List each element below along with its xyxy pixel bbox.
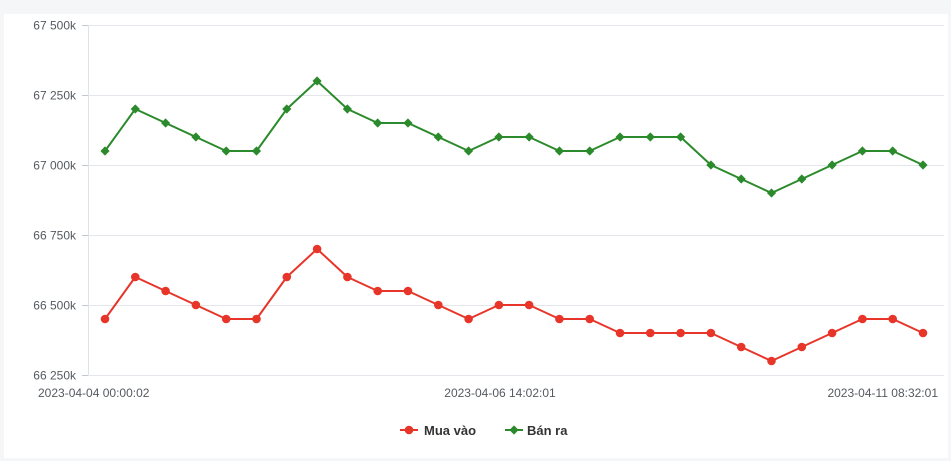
data-point-mua-vao[interactable] <box>434 300 443 310</box>
data-point-mua-vao[interactable] <box>646 328 655 338</box>
data-point-mua-vao[interactable] <box>767 356 776 366</box>
data-point-ban-ra[interactable] <box>130 104 140 114</box>
data-point-ban-ra[interactable] <box>524 132 534 142</box>
data-point-mua-vao[interactable] <box>676 328 685 338</box>
legend-diamond-marker-icon <box>509 425 519 435</box>
data-point-mua-vao[interactable] <box>524 300 534 310</box>
data-point-ban-ra[interactable] <box>645 132 655 142</box>
x-tick-label: 2023-04-04 00:00:02 <box>38 386 150 400</box>
series-layer <box>100 76 928 366</box>
y-tick-label: 66 750k <box>33 229 77 243</box>
data-point-mua-vao[interactable] <box>858 314 867 324</box>
data-point-ban-ra[interactable] <box>433 132 443 142</box>
data-point-ban-ra[interactable] <box>857 146 868 156</box>
data-point-mua-vao[interactable] <box>918 328 928 338</box>
y-tick-label: 67 500k <box>33 19 77 33</box>
data-point-mua-vao[interactable] <box>312 244 322 254</box>
data-point-ban-ra[interactable] <box>676 132 686 142</box>
data-point-ban-ra[interactable] <box>827 160 837 170</box>
data-point-ban-ra[interactable] <box>706 160 716 170</box>
data-point-mua-vao[interactable] <box>343 272 352 282</box>
data-point-mua-vao[interactable] <box>555 314 564 324</box>
data-point-mua-vao[interactable] <box>252 314 261 324</box>
data-point-mua-vao[interactable] <box>100 314 110 324</box>
data-point-ban-ra[interactable] <box>282 104 292 114</box>
data-point-ban-ra[interactable] <box>888 146 898 156</box>
data-point-mua-vao[interactable] <box>827 328 837 338</box>
data-point-mua-vao[interactable] <box>282 272 292 282</box>
data-point-ban-ra[interactable] <box>100 146 110 156</box>
data-point-mua-vao[interactable] <box>131 272 140 282</box>
data-point-mua-vao[interactable] <box>464 314 473 324</box>
y-tick-label: 66 250k <box>33 369 77 383</box>
data-point-ban-ra[interactable] <box>463 146 474 156</box>
data-point-mua-vao[interactable] <box>585 314 594 324</box>
data-point-ban-ra[interactable] <box>766 188 777 198</box>
y-tick-label: 67 250k <box>33 89 77 103</box>
x-tick-label: 2023-04-11 08:32:01 <box>827 386 938 400</box>
axis-layer: 66 250k 66 500k 66 750k 67 000k 67 250k 67 50… <box>33 19 938 401</box>
data-point-mua-vao[interactable] <box>403 286 413 296</box>
data-point-ban-ra[interactable] <box>585 146 595 156</box>
legend-label: Mua vào <box>424 423 476 438</box>
data-point-mua-vao[interactable] <box>706 328 716 338</box>
data-point-mua-vao[interactable] <box>615 328 625 338</box>
chart-card: 66 250k 66 500k 66 750k 67 000k 67 250k 67 50… <box>4 14 948 458</box>
legend-circle-marker-icon <box>404 425 414 435</box>
data-point-mua-vao[interactable] <box>221 314 231 324</box>
data-point-ban-ra[interactable] <box>736 174 746 184</box>
data-point-ban-ra[interactable] <box>191 132 201 142</box>
data-point-ban-ra[interactable] <box>373 118 383 128</box>
x-tick-label: 2023-04-06 14:02:01 <box>444 386 556 400</box>
data-point-mua-vao[interactable] <box>161 286 170 296</box>
data-point-mua-vao[interactable] <box>797 342 807 352</box>
y-tick-label: 67 000k <box>33 159 77 173</box>
legend-item-mua-vao[interactable]: Mua vào <box>400 423 476 438</box>
series-line-ban-ra <box>104 80 924 194</box>
data-point-ban-ra[interactable] <box>494 132 504 142</box>
data-point-ban-ra[interactable] <box>554 146 565 156</box>
data-point-mua-vao[interactable] <box>373 286 383 296</box>
data-point-ban-ra[interactable] <box>918 160 928 170</box>
data-point-mua-vao[interactable] <box>736 342 746 352</box>
series-line-mua-vao <box>104 248 924 362</box>
chart-legend[interactable]: Mua vào Bán ra <box>400 423 568 438</box>
data-point-mua-vao[interactable] <box>888 314 897 324</box>
data-point-ban-ra[interactable] <box>312 76 322 86</box>
data-point-ban-ra[interactable] <box>221 146 231 156</box>
grid-layer <box>88 25 944 376</box>
legend-label: Bán ra <box>527 423 568 438</box>
data-point-ban-ra[interactable] <box>160 118 171 128</box>
line-chart: 66 250k 66 500k 66 750k 67 000k 67 250k 67 50… <box>33 19 944 438</box>
data-point-mua-vao[interactable] <box>191 300 201 310</box>
data-point-ban-ra[interactable] <box>797 174 807 184</box>
data-point-ban-ra[interactable] <box>615 132 625 142</box>
data-point-mua-vao[interactable] <box>494 300 504 310</box>
legend-item-ban-ra[interactable]: Bán ra <box>505 423 568 438</box>
data-point-ban-ra[interactable] <box>342 104 352 114</box>
y-tick-label: 66 500k <box>33 299 77 313</box>
data-point-ban-ra[interactable] <box>403 118 413 128</box>
